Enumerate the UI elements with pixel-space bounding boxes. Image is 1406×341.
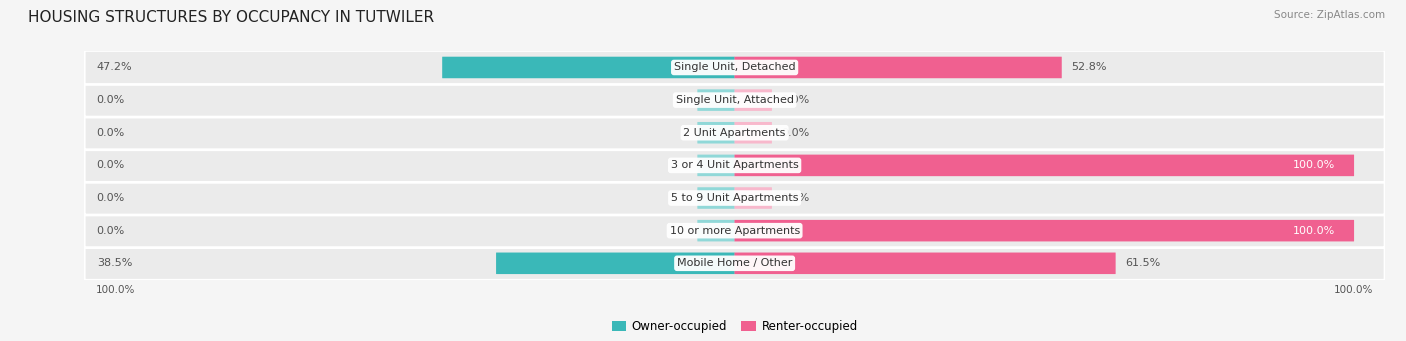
Text: Single Unit, Attached: Single Unit, Attached bbox=[676, 95, 793, 105]
Text: 2 Unit Apartments: 2 Unit Apartments bbox=[683, 128, 786, 138]
Text: 38.5%: 38.5% bbox=[97, 258, 132, 268]
Text: 0.0%: 0.0% bbox=[782, 128, 810, 138]
Text: Source: ZipAtlas.com: Source: ZipAtlas.com bbox=[1274, 10, 1385, 20]
Text: 100.0%: 100.0% bbox=[1294, 160, 1336, 170]
FancyBboxPatch shape bbox=[697, 154, 735, 176]
Text: 0.0%: 0.0% bbox=[782, 193, 810, 203]
FancyBboxPatch shape bbox=[734, 154, 1354, 176]
FancyBboxPatch shape bbox=[84, 246, 1385, 280]
Text: 0.0%: 0.0% bbox=[97, 226, 125, 236]
FancyBboxPatch shape bbox=[84, 181, 1385, 215]
FancyBboxPatch shape bbox=[697, 122, 735, 144]
Text: 47.2%: 47.2% bbox=[97, 62, 132, 73]
FancyBboxPatch shape bbox=[734, 253, 1115, 274]
Text: HOUSING STRUCTURES BY OCCUPANCY IN TUTWILER: HOUSING STRUCTURES BY OCCUPANCY IN TUTWI… bbox=[28, 10, 434, 25]
FancyBboxPatch shape bbox=[496, 253, 735, 274]
Text: 100.0%: 100.0% bbox=[1294, 226, 1336, 236]
FancyBboxPatch shape bbox=[84, 50, 1385, 85]
Text: 0.0%: 0.0% bbox=[782, 95, 810, 105]
Text: Mobile Home / Other: Mobile Home / Other bbox=[676, 258, 793, 268]
Text: 52.8%: 52.8% bbox=[1071, 62, 1107, 73]
Text: 0.0%: 0.0% bbox=[97, 193, 125, 203]
Text: Single Unit, Detached: Single Unit, Detached bbox=[673, 62, 796, 73]
Text: 0.0%: 0.0% bbox=[97, 128, 125, 138]
Text: 5 to 9 Unit Apartments: 5 to 9 Unit Apartments bbox=[671, 193, 799, 203]
FancyBboxPatch shape bbox=[443, 57, 735, 78]
Text: 61.5%: 61.5% bbox=[1125, 258, 1160, 268]
FancyBboxPatch shape bbox=[734, 122, 772, 144]
Legend: Owner-occupied, Renter-occupied: Owner-occupied, Renter-occupied bbox=[607, 315, 862, 338]
FancyBboxPatch shape bbox=[697, 187, 735, 209]
FancyBboxPatch shape bbox=[697, 89, 735, 111]
Text: 10 or more Apartments: 10 or more Apartments bbox=[669, 226, 800, 236]
FancyBboxPatch shape bbox=[84, 116, 1385, 150]
FancyBboxPatch shape bbox=[84, 214, 1385, 248]
Text: 0.0%: 0.0% bbox=[97, 160, 125, 170]
FancyBboxPatch shape bbox=[734, 89, 772, 111]
FancyBboxPatch shape bbox=[697, 220, 735, 241]
FancyBboxPatch shape bbox=[84, 83, 1385, 117]
Text: 0.0%: 0.0% bbox=[97, 95, 125, 105]
FancyBboxPatch shape bbox=[734, 187, 772, 209]
FancyBboxPatch shape bbox=[734, 57, 1062, 78]
FancyBboxPatch shape bbox=[84, 148, 1385, 182]
Text: 3 or 4 Unit Apartments: 3 or 4 Unit Apartments bbox=[671, 160, 799, 170]
FancyBboxPatch shape bbox=[734, 220, 1354, 241]
